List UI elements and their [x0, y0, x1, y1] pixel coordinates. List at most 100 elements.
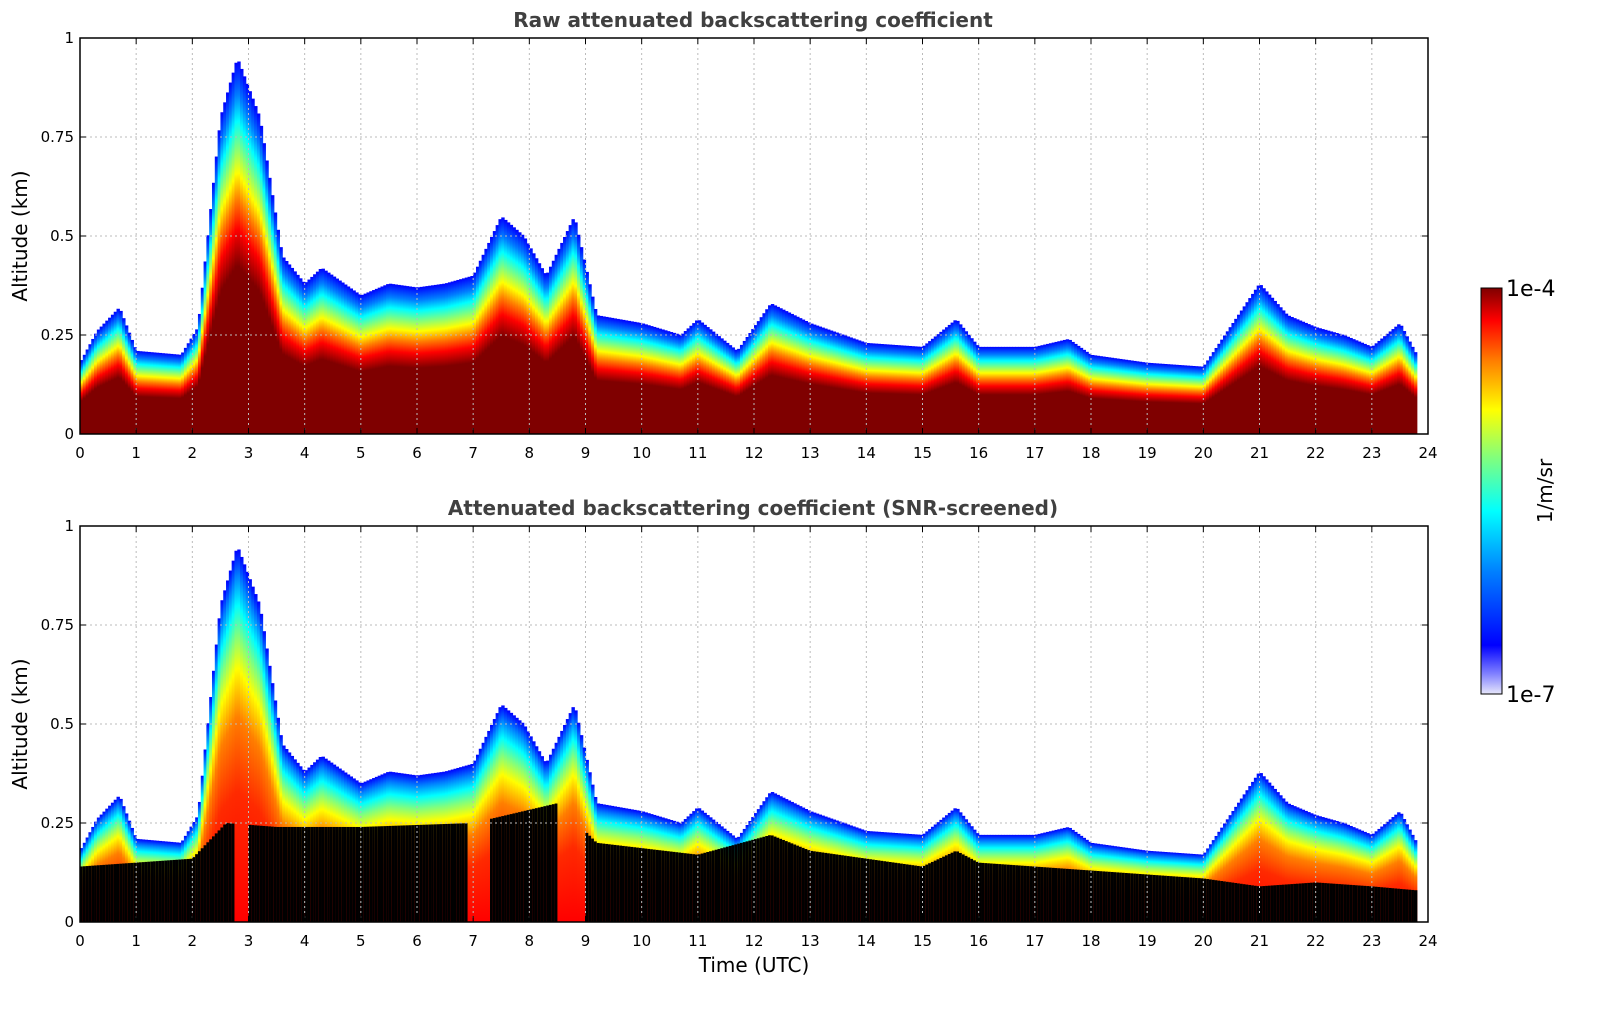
backscatter-column [442, 283, 446, 434]
screened-column [1298, 883, 1303, 922]
screened-column [155, 861, 160, 922]
screened-column [1394, 888, 1398, 922]
backscatter-column [268, 177, 272, 434]
backscatter-column [259, 125, 264, 435]
screened-column [442, 824, 446, 922]
backscatter-column [1276, 792, 1280, 922]
backscatter-column [155, 352, 160, 434]
backscatter-column [1279, 307, 1283, 434]
backscatter-column [582, 747, 587, 922]
screened-column [1335, 883, 1339, 922]
backscatter-column [475, 266, 480, 434]
screened-column [1161, 875, 1165, 922]
screened-column [770, 835, 775, 922]
screened-column [1135, 873, 1140, 922]
backscatter-column [543, 273, 547, 434]
backscatter-column [1197, 366, 1202, 434]
backscatter-column [560, 242, 564, 434]
backscatter-column [417, 287, 421, 434]
backscatter-column [1363, 831, 1367, 922]
x-tick-label: 9 [581, 932, 591, 950]
screened-column [532, 808, 536, 922]
backscatter-column [1147, 362, 1151, 434]
backscatter-column [1377, 340, 1381, 434]
backscatter-column [1217, 343, 1221, 434]
screened-column [287, 826, 292, 922]
backscatter-column [363, 293, 368, 434]
backscatter-column [1391, 329, 1395, 434]
screened-column [1225, 881, 1230, 922]
screened-column [939, 857, 943, 922]
screened-column [228, 823, 233, 922]
screened-column [461, 823, 466, 922]
backscatter-column [1186, 365, 1190, 434]
backscatter-column [1318, 816, 1322, 922]
x-tick-label: 7 [468, 932, 478, 950]
backscatter-column [1040, 345, 1044, 434]
screened-column [720, 848, 724, 922]
screened-column [1079, 869, 1084, 922]
screened-column [383, 826, 387, 922]
screened-column [1304, 883, 1308, 922]
screened-column [402, 825, 407, 922]
screened-column [422, 824, 427, 922]
backscatter-column [1034, 346, 1039, 434]
backscatter-column [220, 112, 224, 434]
x-tick-label: 16 [969, 444, 988, 462]
backscatter-column [1321, 817, 1325, 922]
backscatter-column [953, 320, 957, 434]
backscatter-column [1121, 359, 1126, 434]
screened-column [338, 826, 342, 922]
backscatter-column [922, 345, 926, 434]
x-tick-label: 9 [581, 444, 591, 462]
screened-column [1312, 882, 1317, 922]
backscatter-column [1383, 336, 1387, 434]
backscatter-column [1281, 798, 1286, 922]
backscatter-column [711, 331, 716, 434]
backscatter-column [287, 264, 292, 434]
screened-column [405, 825, 410, 922]
backscatter-column [652, 326, 657, 434]
y-tick-label: 0.5 [50, 715, 74, 733]
backscatter-column [223, 590, 227, 922]
backscatter-column [950, 322, 954, 434]
backscatter-column [1234, 318, 1238, 434]
screened-y-axis-label: Altitude (km) [8, 658, 32, 789]
backscatter-column [211, 670, 216, 922]
screened-column [1369, 886, 1373, 922]
screened-column [692, 854, 696, 922]
screened-column [1121, 872, 1126, 922]
screened-column [762, 836, 766, 922]
backscatter-column [1032, 346, 1036, 434]
screened-column [290, 826, 295, 922]
screened-column [829, 853, 834, 922]
screened-column [99, 865, 104, 922]
screened-column [680, 852, 685, 922]
backscatter-column [1279, 795, 1283, 922]
screened-column [374, 826, 379, 922]
x-tick-label: 14 [857, 444, 876, 462]
backscatter-column [470, 764, 474, 922]
backscatter-column [1360, 830, 1365, 922]
backscatter-column [916, 346, 921, 434]
y-tick-label: 0 [64, 913, 74, 931]
backscatter-column [1228, 815, 1233, 922]
screened-column [355, 826, 359, 922]
screened-column [307, 826, 311, 922]
backscatter-column [332, 276, 337, 434]
screened-column [1088, 870, 1092, 922]
backscatter-column [627, 320, 632, 434]
screened-column [506, 814, 511, 922]
backscatter-column [105, 320, 109, 434]
screened-column [540, 806, 544, 922]
backscatter-column [1169, 364, 1174, 434]
backscatter-column [796, 316, 800, 434]
screened-column [1076, 869, 1081, 922]
screened-column [1141, 874, 1145, 922]
backscatter-column [731, 347, 735, 434]
backscatter-column [119, 310, 123, 434]
backscatter-column [877, 343, 881, 434]
backscatter-column [1135, 361, 1140, 434]
backscatter-column [989, 346, 994, 434]
backscatter-column [1340, 822, 1345, 922]
